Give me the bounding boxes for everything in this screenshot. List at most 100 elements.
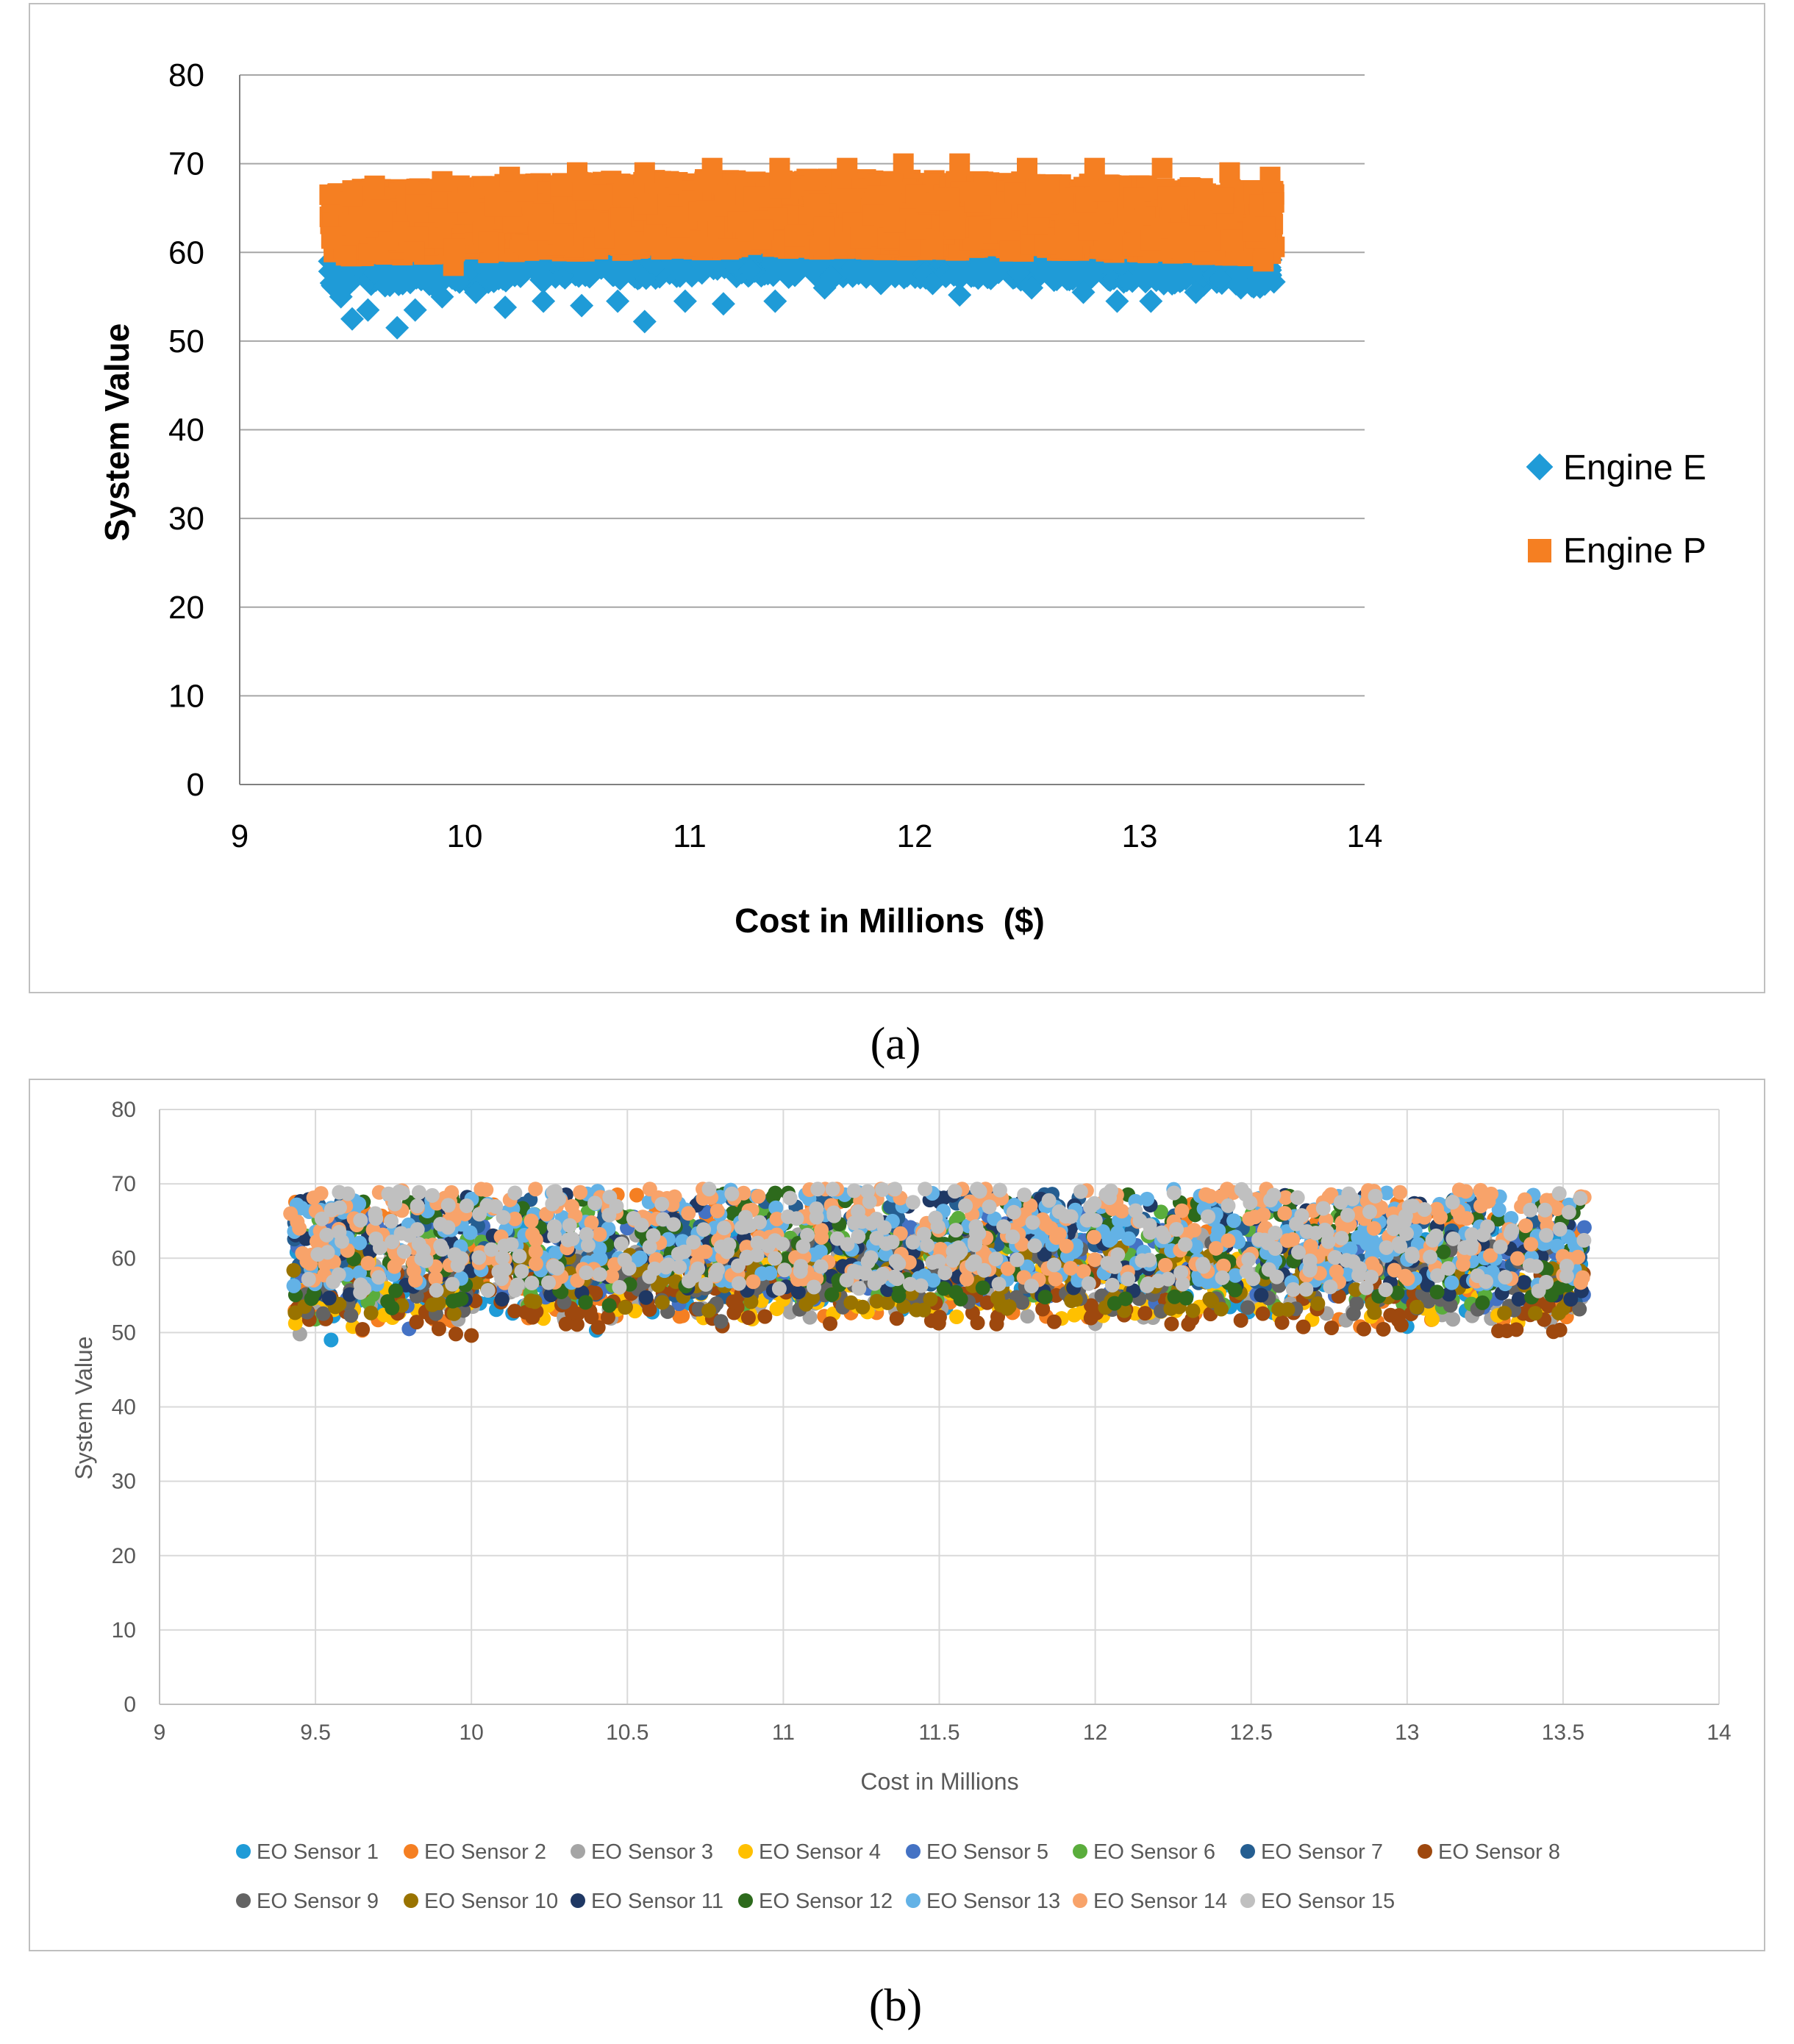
- engine-e-point: [570, 293, 594, 318]
- engine-p-point: [1151, 157, 1173, 179]
- engine-p-point: [727, 211, 748, 232]
- y-tick-label: 40: [168, 412, 204, 449]
- engine-p-point: [893, 153, 914, 174]
- legend-label-engine-p: Engine P: [1563, 532, 1707, 571]
- eo-sensor-point: [1020, 1309, 1035, 1324]
- engine-p-point: [342, 185, 363, 207]
- engine-p-point: [371, 210, 393, 232]
- engine-p-point: [517, 180, 538, 201]
- engine-p-point: [753, 219, 774, 240]
- x-tick-label: 11: [673, 818, 707, 854]
- x-tick-label: 12: [897, 818, 933, 854]
- engine-e-point: [1080, 265, 1104, 289]
- series-engine-p: [319, 153, 1285, 276]
- engine-p-point: [1123, 210, 1144, 231]
- engine-e-point: [632, 310, 657, 334]
- engine-e-point: [1184, 280, 1208, 304]
- engine-p-point: [567, 162, 587, 183]
- engine-e-point: [1139, 289, 1163, 313]
- eo-sensor-point: [1445, 1312, 1461, 1327]
- engine-p-point: [1173, 240, 1194, 262]
- engine-p-point: [1093, 180, 1114, 201]
- engine-p-point: [1253, 251, 1274, 272]
- engine-e-point: [1168, 265, 1193, 290]
- engine-p-point: [405, 194, 426, 215]
- legend-label-engine-e: Engine E: [1563, 449, 1707, 487]
- engine-p-point: [701, 157, 723, 179]
- engine-p-point: [990, 218, 1012, 240]
- engine-p-point: [634, 162, 655, 183]
- engine-e-point: [621, 255, 645, 279]
- engine-p-point: [319, 184, 340, 205]
- engine-p-point: [1259, 166, 1281, 187]
- panel-a-plot-area: [318, 153, 1286, 340]
- x-tick-label: 13: [1122, 818, 1158, 854]
- engine-p-point: [715, 185, 736, 206]
- engine-p-point: [905, 184, 926, 205]
- engine-p-point: [532, 203, 554, 224]
- engine-p-point: [612, 185, 634, 206]
- engine-p-point: [669, 217, 690, 238]
- engine-p-point: [1034, 234, 1056, 255]
- engine-e-point: [1020, 276, 1044, 300]
- panel-a-x-axis-title: Cost in Millions ($): [735, 901, 1045, 940]
- engine-p-point: [404, 241, 425, 262]
- engine-e-point: [532, 289, 556, 313]
- engine-e-point: [812, 276, 837, 300]
- engine-e-point: [711, 292, 735, 316]
- engine-p-point: [883, 212, 904, 233]
- engine-p-point: [717, 238, 738, 260]
- engine-p-point: [1017, 157, 1037, 179]
- engine-e-point: [464, 280, 488, 304]
- eo-sensor-point: [324, 1332, 339, 1348]
- engine-p-point: [976, 174, 997, 196]
- engine-p-point: [591, 184, 612, 205]
- engine-p-point: [610, 207, 632, 229]
- engine-e-point: [1007, 261, 1031, 285]
- engine-p-point: [1168, 222, 1189, 243]
- engine-p-point: [697, 236, 718, 257]
- engine-p-point: [923, 238, 944, 260]
- engine-p-point: [499, 166, 521, 187]
- engine-p-point: [837, 188, 858, 210]
- engine-p-point: [1030, 196, 1051, 218]
- engine-p-point: [1123, 187, 1145, 209]
- engine-e-point: [869, 271, 893, 296]
- engine-p-point: [769, 157, 790, 179]
- y-tick-label: 10: [168, 678, 204, 714]
- engine-e-point: [947, 262, 971, 287]
- engine-e-point: [340, 307, 364, 331]
- engine-e-point: [738, 257, 762, 282]
- engine-p-point: [939, 211, 960, 232]
- engine-p-point: [808, 193, 829, 215]
- x-tick-label: 9: [231, 818, 249, 854]
- x-tick-label: 10: [447, 818, 483, 854]
- engine-e-point: [430, 285, 454, 309]
- engine-p-point: [866, 185, 887, 207]
- engine-p-point: [576, 209, 598, 230]
- engine-e-point: [1208, 267, 1232, 291]
- y-tick-label: 80: [168, 57, 204, 93]
- engine-p-point: [1104, 229, 1125, 250]
- engine-p-point: [553, 226, 574, 247]
- engine-e-point: [948, 283, 972, 307]
- engine-p-point: [1263, 192, 1284, 213]
- eo-sensor-point: [629, 1187, 644, 1203]
- engine-p-point: [346, 219, 367, 240]
- engine-p-point: [1053, 193, 1074, 214]
- engine-p-point: [850, 227, 871, 249]
- engine-p-point: [572, 179, 593, 201]
- y-tick-label: 30: [168, 501, 204, 537]
- engine-p-point: [1219, 162, 1240, 183]
- x-tick-label: 14: [1347, 818, 1383, 854]
- engine-p-point: [1212, 193, 1234, 214]
- engine-p-point: [1157, 186, 1179, 207]
- engine-p-point: [949, 153, 971, 174]
- y-tick-label: 50: [168, 324, 204, 360]
- engine-p-point: [637, 193, 658, 215]
- engine-p-point: [447, 192, 468, 213]
- engine-p-point: [594, 227, 615, 249]
